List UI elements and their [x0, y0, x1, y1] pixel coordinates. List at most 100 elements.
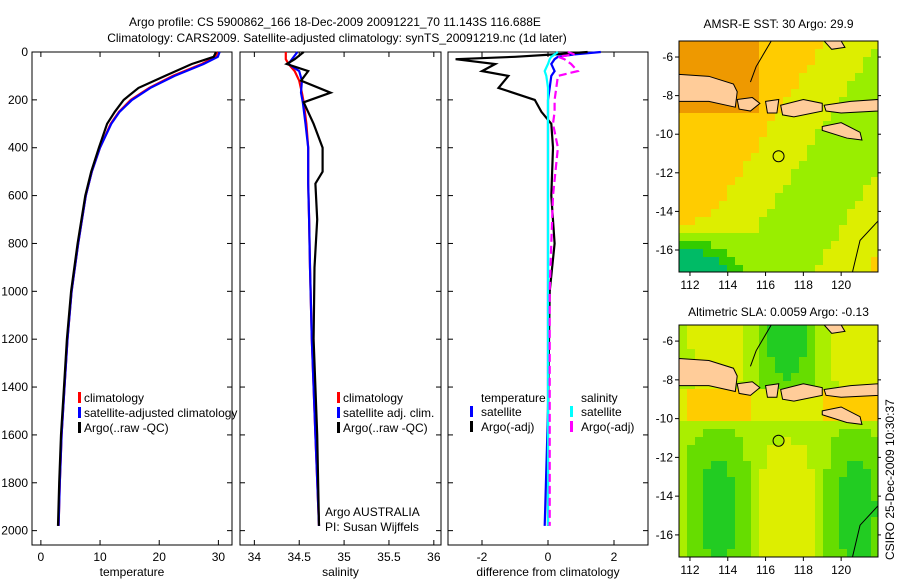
legend-heading-salinity: salinity	[581, 391, 618, 405]
map-cell	[847, 381, 855, 389]
map-cell	[871, 429, 878, 437]
map-cell	[863, 89, 871, 97]
map-cell	[767, 517, 775, 525]
map-cell	[687, 501, 695, 509]
map-cell	[807, 397, 815, 405]
map-cell	[831, 57, 839, 65]
map-cell	[767, 453, 775, 461]
map-cell	[695, 461, 703, 469]
map-cell	[711, 421, 719, 429]
map-cell	[703, 185, 711, 193]
map-cell	[679, 105, 687, 113]
map-cell	[847, 445, 855, 453]
map-cell	[703, 445, 711, 453]
map-cell	[815, 541, 823, 549]
map-cell	[799, 89, 807, 97]
map-cell	[839, 485, 847, 493]
map-cell	[735, 485, 743, 493]
map-cell	[783, 57, 791, 65]
map-cell	[855, 177, 863, 185]
map-cell	[855, 137, 863, 145]
map-cell	[751, 217, 759, 225]
map-cell	[687, 485, 695, 493]
map-lon-label: 118	[794, 563, 813, 577]
map-cell	[775, 217, 783, 225]
map-cell	[855, 209, 863, 217]
map-cell	[735, 341, 743, 349]
map-cell	[863, 169, 871, 177]
map-cell	[847, 525, 855, 533]
map-cell	[703, 325, 711, 333]
map-cell	[767, 413, 775, 421]
map-cell	[855, 81, 863, 89]
map-cell	[799, 121, 807, 129]
map-cell	[703, 437, 711, 445]
map-cell	[711, 437, 719, 445]
map-cell	[759, 397, 767, 405]
map-cell	[855, 373, 863, 381]
map-cell	[847, 89, 855, 97]
map-cell	[799, 469, 807, 477]
map-cell	[863, 177, 871, 185]
map-cell	[711, 113, 719, 121]
series-line-satellite-adjusted-climatology	[57, 51, 221, 526]
map-cell	[791, 129, 799, 137]
map-cell	[815, 501, 823, 509]
map-lat-label: -8	[662, 373, 673, 387]
map-cell	[783, 517, 791, 525]
map-cell	[831, 397, 839, 405]
map-cell	[791, 161, 799, 169]
map-cell	[727, 533, 735, 541]
map-cell	[847, 241, 855, 249]
map-cell	[815, 453, 823, 461]
map-cell	[759, 217, 767, 225]
map-cell	[687, 445, 695, 453]
map-cell	[799, 225, 807, 233]
map-cell	[719, 105, 727, 113]
map-cell	[687, 389, 695, 397]
map-cell	[759, 437, 767, 445]
map-cell	[831, 525, 839, 533]
map-cell	[815, 509, 823, 517]
map-cell	[847, 169, 855, 177]
map-cell	[855, 257, 863, 265]
map-cell	[751, 57, 759, 65]
x-tick-label: 36	[427, 550, 441, 564]
map-cell	[703, 413, 711, 421]
map-cell	[807, 485, 815, 493]
x-axis-label: salinity	[322, 565, 359, 579]
map-cell	[695, 541, 703, 549]
map-cell	[687, 121, 695, 129]
legend-label: Argo(..raw -QC)	[343, 421, 428, 435]
map-cell	[759, 325, 767, 333]
map-cell	[783, 169, 791, 177]
map-cell	[823, 113, 831, 121]
map-cell	[751, 49, 759, 57]
map-cell	[679, 541, 687, 549]
map-cell	[831, 185, 839, 193]
map-cell	[839, 81, 847, 89]
map-cell	[783, 97, 791, 105]
map-cell	[775, 365, 783, 373]
map-cell	[799, 257, 807, 265]
map-cell	[823, 241, 831, 249]
map-cell	[783, 461, 791, 469]
map-cell	[767, 509, 775, 517]
map-cell	[839, 525, 847, 533]
map-cell	[751, 257, 759, 265]
map-cell	[695, 477, 703, 485]
map-cell	[743, 477, 751, 485]
map-cell	[719, 145, 727, 153]
map-cell	[775, 129, 783, 137]
map-cell	[743, 533, 751, 541]
map-cell	[831, 549, 839, 557]
map-cell	[751, 89, 759, 97]
map-cell	[791, 201, 799, 209]
map-cell	[855, 201, 863, 209]
map-cell	[815, 517, 823, 525]
annotation-pi: PI: Susan Wijffels	[325, 520, 419, 534]
map-cell	[719, 469, 727, 477]
map-cell	[759, 357, 767, 365]
map-cell	[695, 349, 703, 357]
sst-map: AMSR-E SST: 30 Argo: 29.9 112 114 116 118 120…	[656, 17, 881, 292]
